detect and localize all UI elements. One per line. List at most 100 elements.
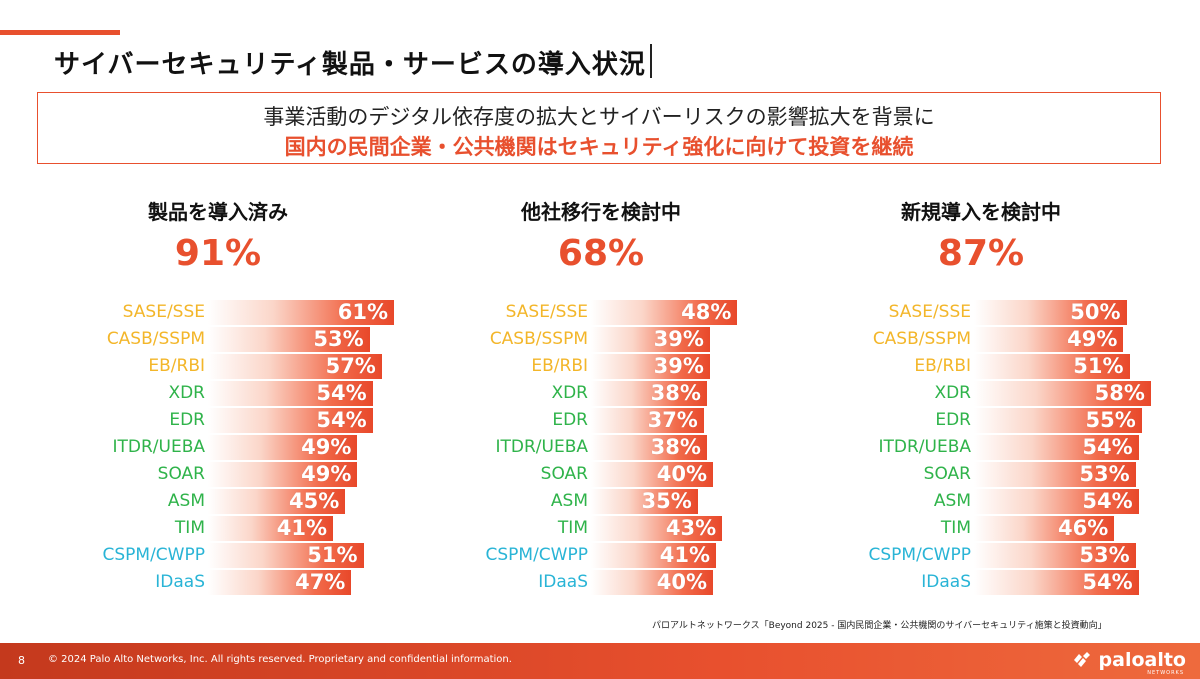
category-label: XDR (168, 383, 205, 403)
category-label: CSPM/CWPP (485, 545, 589, 565)
bar: 48% (591, 300, 738, 325)
bar-value-label: 41% (276, 516, 328, 540)
bar: 40% (591, 570, 713, 595)
bar-value-label: 40% (656, 462, 707, 486)
page-number: 8 (18, 654, 25, 667)
paloalto-logo-icon (1074, 652, 1090, 667)
bar-value-label: 40% (656, 570, 707, 594)
category-label: ASM (550, 491, 588, 511)
bar: 41% (208, 516, 334, 541)
bar-value-label: 54% (316, 408, 367, 432)
bar: 35% (591, 489, 698, 514)
category-label: CASB/SSPM (106, 329, 205, 349)
bar-value-label: 61% (337, 300, 389, 324)
category-label: SASE/SSE (888, 302, 971, 322)
bar-value-label: 53% (1079, 462, 1130, 486)
bar: 54% (208, 381, 373, 406)
bar-value-label: 54% (1082, 570, 1133, 594)
summary-line-1: 事業活動のデジタル依存度の拡大とサイバーリスクの影響拡大を背景に (263, 105, 935, 129)
copyright-text: © 2024 Palo Alto Networks, Inc. All righ… (48, 654, 512, 665)
bar: 40% (591, 462, 713, 487)
bar-value-label: 55% (1085, 408, 1136, 432)
bar-value-label: 39% (653, 354, 704, 378)
category-label: TIM (940, 518, 971, 538)
chart-1-title: 製品を導入済み (148, 200, 288, 224)
bar: 53% (208, 327, 370, 352)
category-label: TIM (557, 518, 588, 538)
category-label: EB/RBI (148, 356, 205, 376)
bar: 61% (208, 300, 395, 325)
source-note: パロアルトネットワークス「Beyond 2025 - 国内民間企業・公共機関のサ… (652, 621, 1107, 631)
bar-value-label: 49% (301, 435, 352, 459)
category-label: CSPM/CWPP (868, 545, 972, 565)
bar: 39% (591, 327, 710, 352)
category-label: CSPM/CWPP (102, 545, 206, 565)
category-label: EB/RBI (531, 356, 588, 376)
bar: 54% (974, 570, 1139, 595)
category-label: SOAR (540, 464, 588, 484)
bar: 55% (974, 408, 1142, 433)
chart-2-title: 他社移行を検討中 (521, 200, 681, 224)
bar: 49% (208, 462, 358, 487)
bar: 46% (974, 516, 1115, 541)
summary-box: 事業活動のデジタル依存度の拡大とサイバーリスクの影響拡大を背景に 国内の民間企業… (37, 92, 1161, 164)
category-label: IDaaS (921, 572, 971, 592)
category-label: CASB/SSPM (489, 329, 588, 349)
chart-2-headline: 68% (557, 233, 645, 274)
bar: 53% (974, 543, 1136, 568)
top-accent-bar (0, 30, 120, 35)
bar-value-label: 51% (307, 543, 358, 567)
bar-value-label: 39% (653, 327, 704, 351)
bar-value-label: 53% (1079, 543, 1130, 567)
bar: 54% (208, 408, 373, 433)
bar: 51% (208, 543, 364, 568)
bar-value-label: 38% (650, 435, 701, 459)
bar-value-label: 54% (1082, 489, 1133, 513)
bar: 54% (974, 489, 1139, 514)
bar: 45% (208, 489, 346, 514)
bar: 39% (591, 354, 710, 379)
logo-subtext: NETWORKS (1147, 670, 1184, 676)
bar-value-label: 53% (313, 327, 364, 351)
bar: 49% (974, 327, 1124, 352)
category-label: ASM (933, 491, 971, 511)
category-label: XDR (934, 383, 971, 403)
category-label: ITDR/UEBA (112, 437, 205, 457)
category-label: EDR (552, 410, 588, 430)
bar: 38% (591, 381, 707, 406)
bar-value-label: 49% (301, 462, 352, 486)
category-label: TIM (174, 518, 205, 538)
category-label: SOAR (157, 464, 205, 484)
text-cursor (650, 44, 652, 78)
chart-3-headline: 87% (937, 233, 1025, 274)
category-label: SOAR (923, 464, 971, 484)
bar-value-label: 37% (647, 408, 698, 432)
category-label: EB/RBI (914, 356, 971, 376)
bar-value-label: 45% (288, 489, 340, 513)
category-label: IDaaS (155, 572, 205, 592)
bar-value-label: 43% (665, 516, 717, 540)
bar-value-label: 54% (316, 381, 367, 405)
category-label: EDR (935, 410, 971, 430)
category-label: SASE/SSE (505, 302, 588, 322)
bar-value-label: 35% (641, 489, 692, 513)
bar: 50% (974, 300, 1127, 325)
bar: 47% (208, 570, 352, 595)
bar-value-label: 48% (681, 300, 732, 324)
category-label: SASE/SSE (122, 302, 205, 322)
bar-value-label: 47% (295, 570, 346, 594)
chart-1-headline: 91% (174, 233, 262, 274)
category-label: IDaaS (538, 572, 588, 592)
page-title: サイバーセキュリティ製品・サービスの導入状況 (54, 50, 646, 80)
bar-value-label: 57% (325, 354, 376, 378)
bar: 57% (208, 354, 382, 379)
bar: 41% (591, 543, 717, 568)
bar-value-label: 38% (650, 381, 701, 405)
category-label: ITDR/UEBA (878, 437, 971, 457)
bar-value-label: 49% (1067, 327, 1118, 351)
bar: 53% (974, 462, 1136, 487)
chart-3-title: 新規導入を検討中 (901, 200, 1061, 224)
logo-text: paloalto (1098, 649, 1186, 671)
bar-value-label: 46% (1058, 516, 1109, 540)
bar-value-label: 50% (1070, 300, 1121, 324)
